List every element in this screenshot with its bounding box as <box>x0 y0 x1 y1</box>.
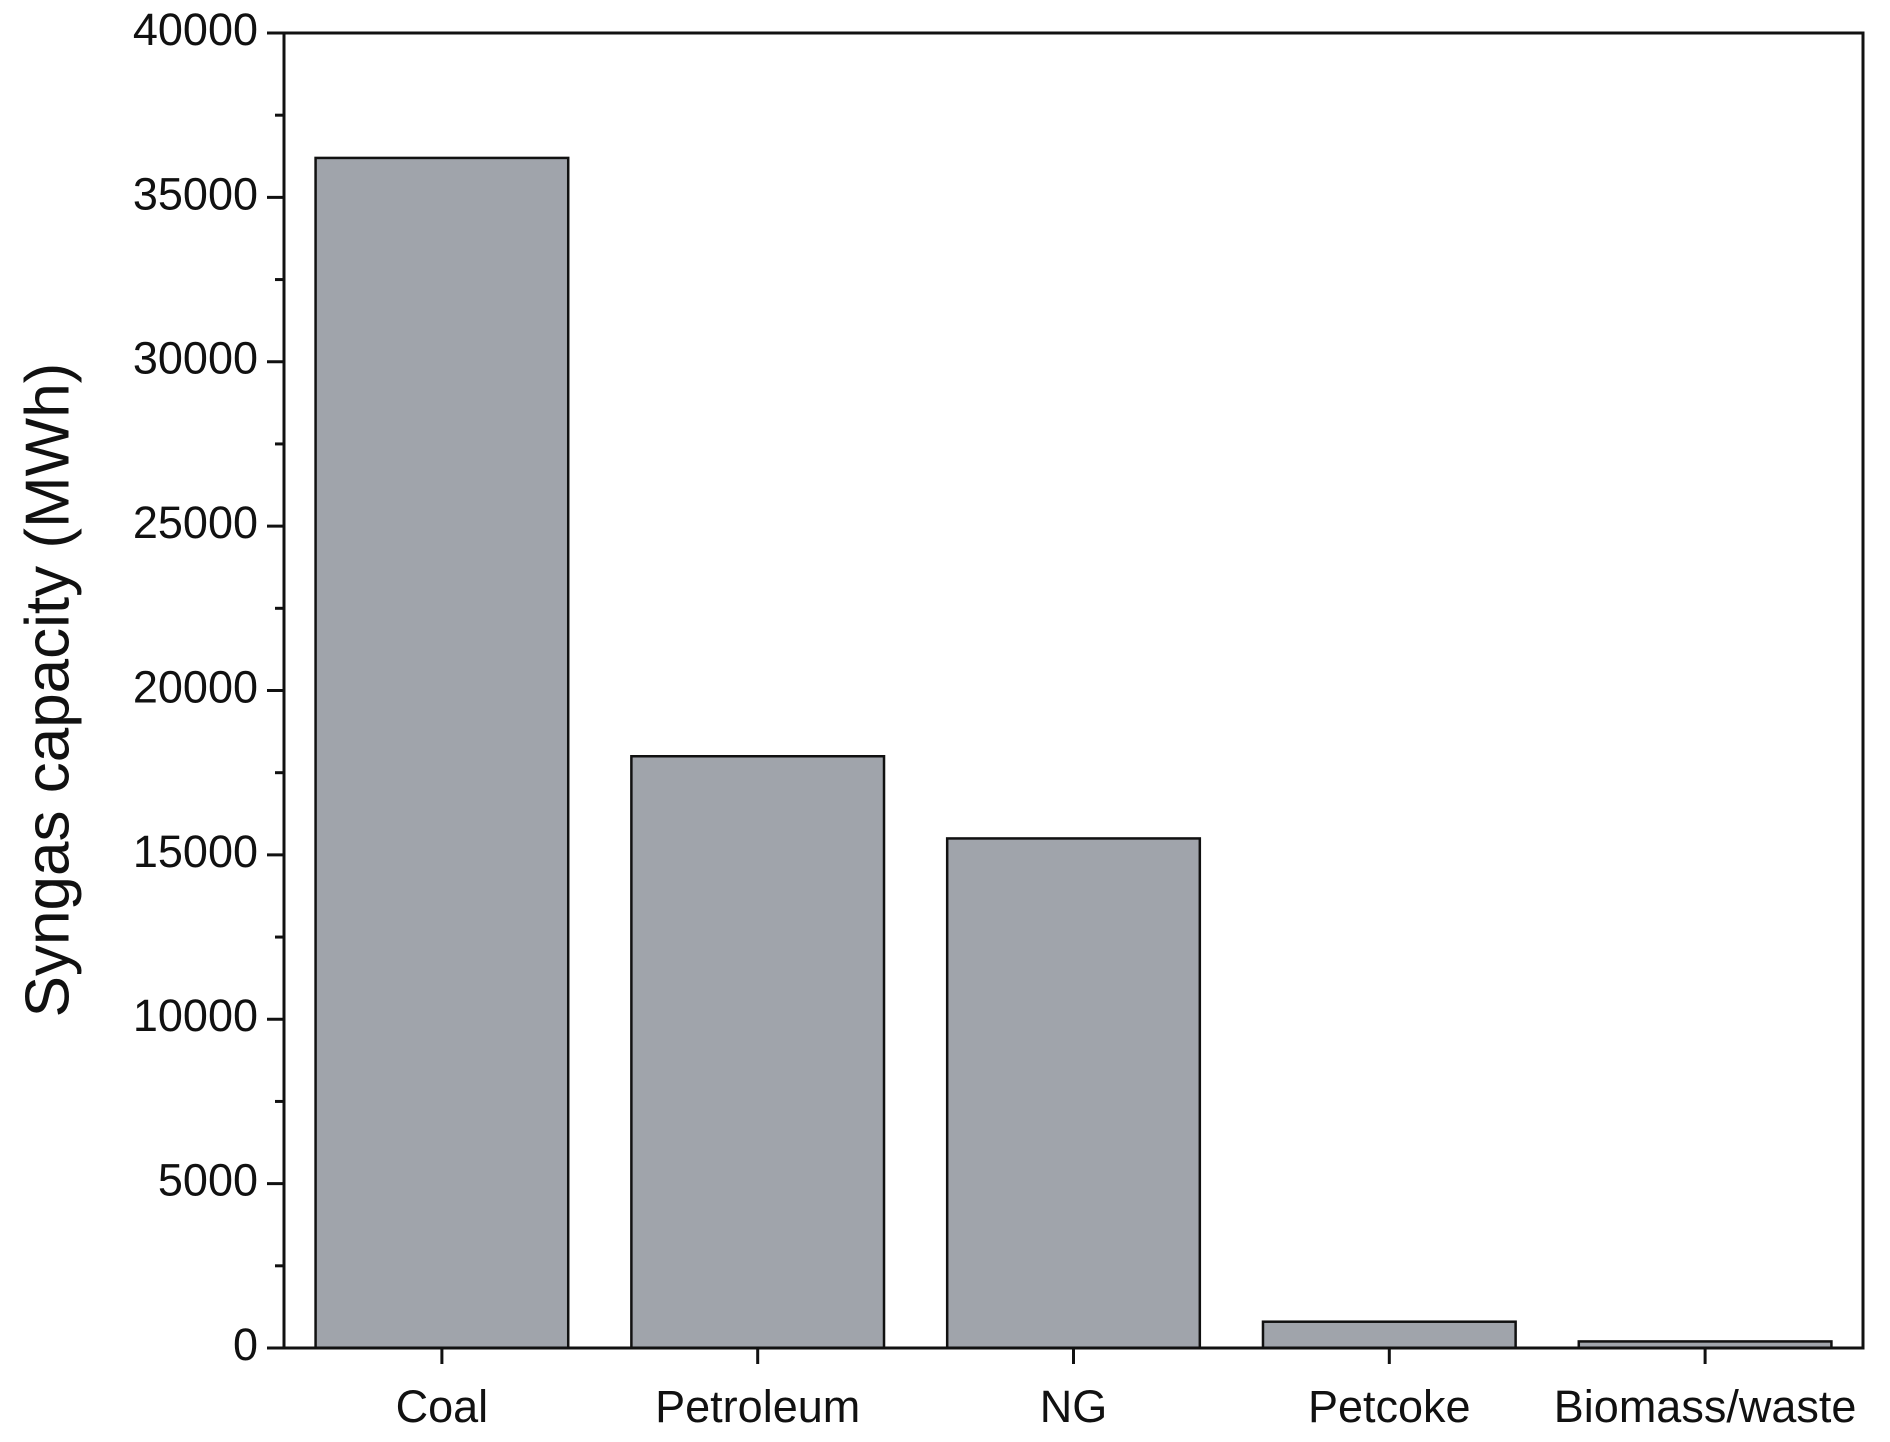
y-tick-label: 5000 <box>158 1155 258 1206</box>
x-tick-label: NG <box>1040 1381 1108 1432</box>
bar <box>630 755 886 1350</box>
x-tick-label: Biomass/waste <box>1554 1381 1857 1432</box>
y-tick-label: 20000 <box>133 661 258 712</box>
y-tick-label: 0 <box>233 1319 258 1370</box>
y-tick-label: 15000 <box>133 826 258 877</box>
y-axis-label: Syngas capacity (MWh) <box>13 363 82 1018</box>
y-tick-label: 30000 <box>133 333 258 384</box>
x-tick-label: Petroleum <box>655 1381 860 1432</box>
y-tick-label: 10000 <box>133 990 258 1041</box>
y-tick-label: 35000 <box>133 168 258 219</box>
x-tick-label: Coal <box>396 1381 489 1432</box>
x-tick-label: Petcoke <box>1308 1381 1471 1432</box>
bar <box>945 837 1202 1350</box>
y-tick-label: 25000 <box>133 497 258 548</box>
bar <box>1261 1320 1517 1350</box>
bar <box>314 156 570 1350</box>
plot-frame <box>282 31 1865 1350</box>
y-tick-label: 40000 <box>133 4 258 55</box>
